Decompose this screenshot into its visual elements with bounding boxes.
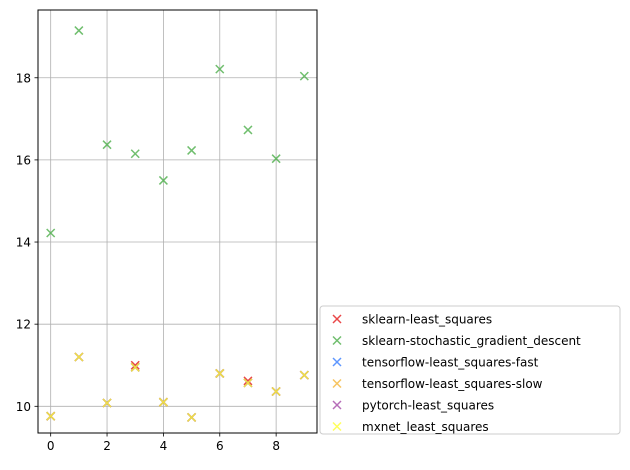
data-point-1-1 — [74, 26, 84, 36]
data-point-5-5 — [187, 412, 197, 422]
legend-label: tensorflow-least_squares-slow — [362, 377, 543, 391]
axes-frame — [37, 9, 318, 434]
legend-label: tensorflow-least_squares-fast — [362, 356, 539, 370]
legend-label: mxnet_least_squares — [362, 420, 489, 434]
data-point-1-3 — [130, 149, 140, 159]
legend-marker — [332, 335, 342, 346]
x-tick-label: 8 — [272, 439, 280, 453]
data-point-5-6 — [215, 368, 225, 378]
legend-label: sklearn-least_squares — [362, 313, 492, 327]
x-tick-label: 6 — [216, 439, 224, 453]
data-point-1-9 — [299, 71, 309, 81]
data-point-0-3 — [130, 360, 140, 370]
legend-marker — [332, 357, 342, 367]
grid — [38, 10, 317, 433]
y-tick-label: 14 — [16, 236, 31, 250]
data-point-0-7 — [243, 376, 253, 386]
y-tick-label: 12 — [16, 318, 31, 332]
data-point-1-6 — [215, 64, 225, 74]
y-tick-label: 16 — [16, 153, 31, 167]
data-point-1-5 — [187, 145, 197, 155]
legend-marker — [332, 400, 342, 410]
y-tick-label: 10 — [16, 400, 31, 414]
axis-ticks: 0 2 4 6 8 10 12 14 16 18 — [16, 71, 280, 453]
legend-marker — [332, 421, 342, 432]
data-point-1-2 — [102, 140, 112, 150]
x-tick-label: 0 — [47, 439, 55, 453]
data-point-1-8 — [271, 154, 281, 164]
data-point-5-4 — [158, 397, 168, 407]
data-point-5-1 — [74, 352, 84, 362]
y-tick-label: 18 — [16, 71, 31, 85]
data-point-1-0 — [46, 228, 56, 238]
legend-label: sklearn-stochastic_gradient_descent — [362, 334, 581, 348]
legend-label: pytorch-least_squares — [362, 399, 494, 413]
data-point-5-9 — [299, 370, 309, 380]
data-point-5-7 — [243, 378, 253, 388]
legend-box — [319, 305, 621, 435]
data-point-5-8 — [271, 386, 281, 397]
data-points — [46, 26, 309, 422]
data-point-5-3 — [130, 362, 140, 372]
legend-marker — [332, 314, 342, 324]
legend-marker — [332, 378, 342, 389]
data-point-1-4 — [158, 175, 168, 185]
data-point-5-2 — [102, 398, 112, 408]
data-point-5-0 — [46, 411, 56, 421]
legend: sklearn-least_squares sklearn-stochastic_… — [319, 305, 621, 435]
data-point-1-7 — [243, 125, 253, 135]
x-tick-label: 4 — [160, 439, 168, 453]
x-tick-label: 2 — [103, 439, 111, 453]
